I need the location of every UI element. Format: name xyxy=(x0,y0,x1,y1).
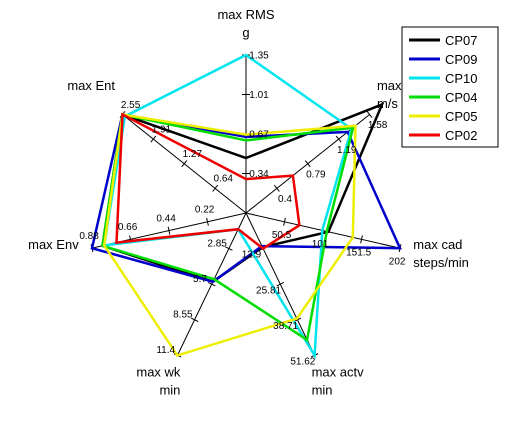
axis-title: max cad xyxy=(413,237,462,252)
tick-label: 0.64 xyxy=(213,174,233,185)
axis-tick-4-2 xyxy=(276,281,285,287)
tick-label: 0.79 xyxy=(306,169,326,180)
tick-label: 11.4 xyxy=(156,345,175,356)
axis-tick-5-2 xyxy=(207,281,216,287)
tick-label: 50.5 xyxy=(272,230,292,241)
tick-label: 0.67 xyxy=(249,130,269,141)
series-polygon-cp09 xyxy=(90,113,402,284)
tick-label: 101 xyxy=(312,239,329,250)
axis-tick-3-1 xyxy=(283,217,286,226)
axis-title: max RMS xyxy=(217,7,274,22)
axis-unit: min xyxy=(159,382,180,397)
axis-tick-2-1 xyxy=(273,184,280,192)
axis-unit: min xyxy=(312,382,333,397)
legend-label-cp10: CP10 xyxy=(445,71,478,86)
legend-label-cp04: CP04 xyxy=(445,90,478,105)
tick-label: 151.5 xyxy=(346,248,371,259)
axis-title: max Env xyxy=(28,237,79,252)
axis-tick-6-2 xyxy=(167,226,171,235)
tick-label: 1.19 xyxy=(337,145,357,156)
tick-label: 8.55 xyxy=(173,310,193,321)
tick-label: 202 xyxy=(389,256,406,267)
tick-label: 0.44 xyxy=(156,213,176,224)
axis-tick-2-4 xyxy=(366,111,373,118)
tick-label: 1.35 xyxy=(249,51,269,62)
axis-tick-7-2 xyxy=(181,160,188,168)
axis-tick-7-3 xyxy=(150,135,157,143)
tick-label: 1.01 xyxy=(249,90,269,101)
legend-label-cp02: CP02 xyxy=(445,128,478,143)
axis-tick-7-1 xyxy=(212,184,219,192)
axis-title: max wk xyxy=(136,364,181,379)
series-polygon-cp05 xyxy=(102,113,357,357)
axis-tick-2-2 xyxy=(304,160,311,168)
tick-label: 0.88 xyxy=(79,231,99,242)
axis-tick-3-3 xyxy=(360,235,363,244)
axis-tick-6-1 xyxy=(206,217,209,226)
tick-label: 12.9 xyxy=(242,250,262,261)
tick-label: 2.85 xyxy=(207,238,227,249)
axis-title: max actv xyxy=(312,364,365,379)
tick-label: 51.62 xyxy=(290,356,315,367)
axis-unit: g xyxy=(242,25,249,40)
axis-tick-5-3 xyxy=(190,317,199,322)
tick-label: 1.27 xyxy=(183,149,203,160)
series-polygon-cp10 xyxy=(102,53,353,360)
tick-label: 2.55 xyxy=(121,100,141,111)
tick-label: 1.58 xyxy=(368,120,388,131)
tick-label: 0.4 xyxy=(278,194,292,205)
axis-tick-5-1 xyxy=(225,246,233,251)
tick-label: 5.7 xyxy=(193,274,207,285)
series-polygon-cp04 xyxy=(101,113,355,342)
series-layer xyxy=(90,53,402,360)
axis-unit: m/s xyxy=(377,96,398,111)
legend-label-cp05: CP05 xyxy=(445,109,478,124)
tick-label: 38.71 xyxy=(273,321,298,332)
tick-label: 0.66 xyxy=(118,222,138,233)
tick-label: 0.22 xyxy=(195,205,215,216)
legend: CP07 CP09 CP10 CP04 CP05 CP02 xyxy=(401,26,499,148)
axis-title: max Ent xyxy=(67,78,115,93)
legend-box xyxy=(401,26,499,148)
tick-label: 25.81 xyxy=(256,285,281,296)
axis-unit: steps/min xyxy=(413,255,469,270)
labels-layer: 0.34 0.67 1.01 1.35 max RMS g 0.4 0.79 1.19 1.58 m… xyxy=(28,7,469,397)
legend-label-cp09: CP09 xyxy=(445,52,478,67)
series-polygon-cp02 xyxy=(115,112,301,251)
legend-label-cp07: CP07 xyxy=(445,33,478,48)
axis-tick-2-3 xyxy=(335,135,342,143)
tick-label: 0.34 xyxy=(249,169,269,180)
tick-label: 1.91 xyxy=(152,124,172,135)
